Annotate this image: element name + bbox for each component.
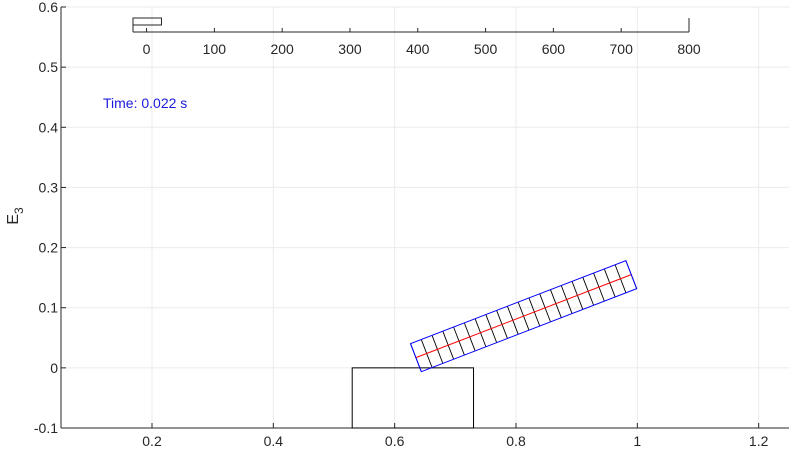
y-tick-label-2: 0.1 (39, 300, 59, 316)
y-tick-label-0: -0.1 (34, 420, 58, 436)
inset-tick-label-0: 0 (143, 41, 151, 57)
inset-tick-label-8: 800 (677, 41, 701, 57)
inset-tick-label-4: 400 (406, 41, 430, 57)
inset-tick-label-2: 200 (270, 41, 294, 57)
x-tick-label-2: 0.6 (385, 433, 405, 449)
y-tick-label-4: 0.3 (39, 179, 59, 195)
beam-centerline (415, 274, 632, 359)
grid-lines (61, 6, 789, 429)
x-tick-label-4: 1 (633, 433, 641, 449)
axes (60, 6, 789, 429)
beam-mesh (409, 259, 638, 373)
tick-labels: 0.2 0.4 0.6 0.8 1 1.2 -0.1 0 0.1 0.2 0.3 0.4 0.5 0.6 (34, 0, 769, 449)
x-tick-label-1: 0.4 (264, 433, 284, 449)
support-rectangle (351, 367, 475, 429)
inset-tick-label-5: 500 (474, 41, 498, 57)
inset-tick-label-6: 600 (542, 41, 566, 57)
y-axis-label-main: E (5, 214, 22, 225)
y-tick-label-1: 0 (50, 360, 58, 376)
support-block (351, 367, 475, 429)
inset-tick-label-7: 700 (610, 41, 634, 57)
y-tick-label-3: 0.2 (39, 240, 59, 256)
inset-tick-label-1: 100 (203, 41, 227, 57)
time-annotation: Time: 0.022 s (103, 95, 187, 111)
time-inset-axis: 0 100 200 300 400 500 600 700 800 (132, 17, 701, 57)
y-axis-label-subscript: 3 (12, 207, 26, 214)
x-tick-label-5: 1.2 (749, 433, 769, 449)
y-tick-label-7: 0.6 (39, 0, 59, 15)
y-tick-label-5: 0.4 (39, 119, 59, 135)
x-tick-label-3: 0.8 (506, 433, 526, 449)
inset-tick-label-3: 300 (338, 41, 362, 57)
x-tick-label-0: 0.2 (142, 433, 162, 449)
y-tick-label-6: 0.5 (39, 59, 59, 75)
inset-progress-bar (132, 17, 162, 26)
beam-outline (409, 259, 638, 373)
y-axis-label: E3 (5, 207, 26, 225)
